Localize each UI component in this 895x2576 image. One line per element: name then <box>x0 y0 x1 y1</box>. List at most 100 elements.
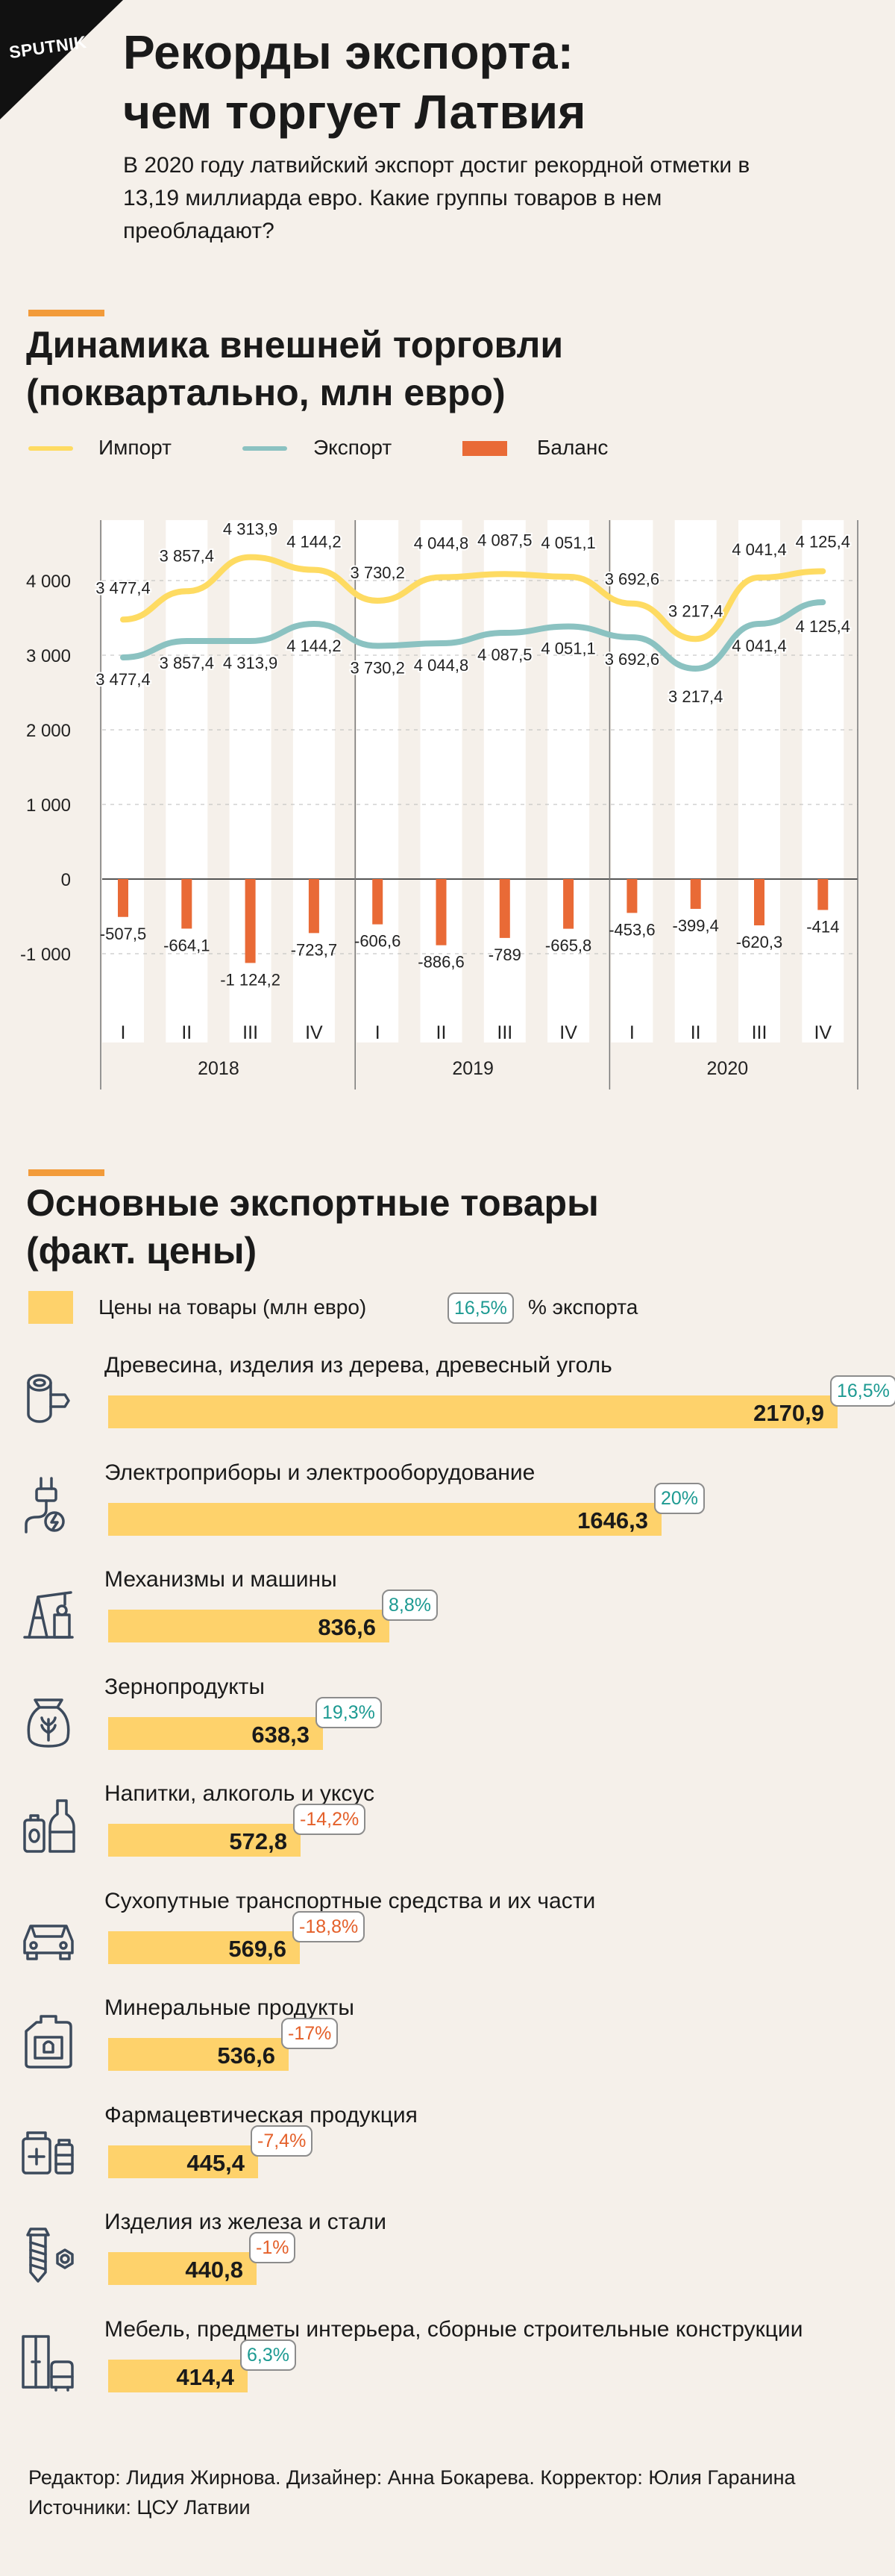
export-share-badge: -18,8% <box>292 1910 365 1942</box>
balance-label: -453,6 <box>609 920 655 939</box>
quarter-label: I <box>375 1022 380 1043</box>
export-bar: 445,4 <box>108 2145 258 2178</box>
trade-section-title: Динамика внешней торговли (поквартально,… <box>26 321 563 416</box>
credits-line1: Редактор: Лидия Жирнова. Дизайнер: Анна … <box>28 2466 796 2489</box>
category-label: Фармацевтическая продукция <box>104 2102 418 2128</box>
export-title-line1: Основные экспортные товары <box>26 1182 599 1224</box>
import-value-label: 3 477,4 <box>95 578 150 597</box>
category-label: Минеральные продукты <box>104 1995 354 2020</box>
export-bar-value: 2170,9 <box>753 1400 824 1426</box>
balance-legend-swatch <box>462 441 507 456</box>
quarter-column <box>674 520 717 1042</box>
balance-label: -606,6 <box>354 932 401 951</box>
export-value-label: 4 051,1 <box>541 640 595 658</box>
balance-label: -665,8 <box>545 937 591 955</box>
export-bar: 1646,3 <box>108 1502 662 1536</box>
credits: Редактор: Лидия Жирнова. Дизайнер: Анна … <box>28 2463 796 2522</box>
balance-label: -399,4 <box>673 916 719 935</box>
export-share-badge: -1% <box>249 2232 296 2263</box>
quarter-label: II <box>691 1022 701 1043</box>
balance-label: -789 <box>489 945 521 964</box>
bar-legend-label: Цены на товары (млн евро) <box>98 1295 367 1319</box>
export-value-label: 3 477,4 <box>95 670 150 689</box>
category-label: Напитки, алкоголь и уксус <box>104 1781 374 1806</box>
export-bar: 536,6 <box>108 2038 289 2071</box>
balance-bar <box>181 879 192 929</box>
quarter-column <box>547 520 590 1042</box>
export-value-label: 3 217,4 <box>668 687 723 706</box>
quarter-label: I <box>629 1022 635 1043</box>
export-value-label: 3 857,4 <box>160 654 214 672</box>
quarter-label: III <box>242 1022 258 1043</box>
car-icon <box>19 1904 78 1963</box>
export-value-label: 4 125,4 <box>796 617 850 636</box>
trade-title-line1: Динамика внешней торговли <box>26 324 564 366</box>
quarter-column <box>357 520 399 1042</box>
quarter-label: IV <box>559 1022 577 1043</box>
export-bar: 572,8 <box>108 1824 301 1857</box>
page-title: Рекорды экспорта: чем торгует Латвия <box>123 22 869 142</box>
export-value-label: 4 087,5 <box>477 645 532 664</box>
y-tick-label: 0 <box>61 870 71 890</box>
export-value-label: 3 730,2 <box>350 659 404 678</box>
balance-label: -664,1 <box>163 936 210 954</box>
year-label: 2018 <box>198 1058 239 1079</box>
export-value-label: 4 313,9 <box>223 654 277 672</box>
import-legend-swatch <box>28 446 73 451</box>
export-bar: 440,8 <box>108 2252 257 2285</box>
export-share-badge: -17% <box>281 2018 339 2049</box>
category-label: Древесина, изделия из дерева, древесный … <box>104 1353 612 1378</box>
export-legend-label: Экспорт <box>313 436 392 459</box>
quarter-column <box>483 520 526 1042</box>
furniture-icon <box>19 2332 78 2392</box>
credits-line2: Источники: ЦСУ Латвии <box>28 2496 251 2519</box>
export-share-badge: 6,3% <box>240 2339 296 2371</box>
import-value-label: 4 144,2 <box>286 533 341 551</box>
quarter-label: III <box>752 1022 767 1043</box>
balance-bar <box>499 879 510 938</box>
page-title-line1: Рекорды экспорта: <box>123 25 574 79</box>
import-value-label: 3 730,2 <box>350 563 404 582</box>
balance-label: -723,7 <box>291 940 337 959</box>
balance-bar <box>626 879 638 913</box>
balance-label: -1 124,2 <box>220 970 280 989</box>
quarter-column <box>420 520 462 1042</box>
bar-legend-swatch <box>28 1291 73 1324</box>
balance-bar <box>690 879 701 909</box>
export-share-badge: 19,3% <box>315 1696 382 1728</box>
quarter-label: III <box>497 1022 512 1043</box>
balance-label: -414 <box>806 917 839 936</box>
export-bar-value: 440,8 <box>185 2257 243 2283</box>
export-section-title: Основные экспортные товары (факт. цены) <box>26 1179 599 1275</box>
export-bar-value: 414,4 <box>176 2363 234 2390</box>
export-bar: 569,6 <box>108 1931 300 1964</box>
export-bar-value: 536,6 <box>217 2042 275 2069</box>
balance-bar <box>245 879 256 963</box>
export-value-label: 4 041,4 <box>732 637 786 655</box>
export-bar: 836,6 <box>108 1610 389 1642</box>
balance-label: -507,5 <box>100 925 146 943</box>
export-bar: 414,4 <box>108 2359 248 2392</box>
import-line <box>120 554 826 643</box>
category-label: Механизмы и машины <box>104 1567 337 1592</box>
import-legend-label: Импорт <box>98 436 172 459</box>
grain-sack-icon <box>19 1689 78 1749</box>
export-value-label: 3 692,6 <box>605 650 659 669</box>
export-share-badge: -14,2% <box>293 1804 366 1835</box>
balance-bar <box>372 879 383 925</box>
quarter-label: II <box>181 1022 192 1043</box>
y-tick-label: -1 000 <box>20 945 71 965</box>
canister-icon <box>19 2010 78 2070</box>
export-share-badge: 16,5% <box>830 1375 895 1407</box>
import-value-label: 4 125,4 <box>796 532 850 551</box>
import-value-label: 4 041,4 <box>732 540 786 559</box>
export-bar-value: 572,8 <box>229 1828 287 1854</box>
quarter-column <box>292 520 335 1042</box>
import-value-label: 3 857,4 <box>160 546 214 565</box>
export-bar-value: 638,3 <box>251 1721 310 1748</box>
balance-label: -620,3 <box>736 933 782 951</box>
quarter-column <box>229 520 271 1042</box>
pct-legend-label: % экспорта <box>528 1295 638 1319</box>
year-label: 2019 <box>452 1058 494 1079</box>
